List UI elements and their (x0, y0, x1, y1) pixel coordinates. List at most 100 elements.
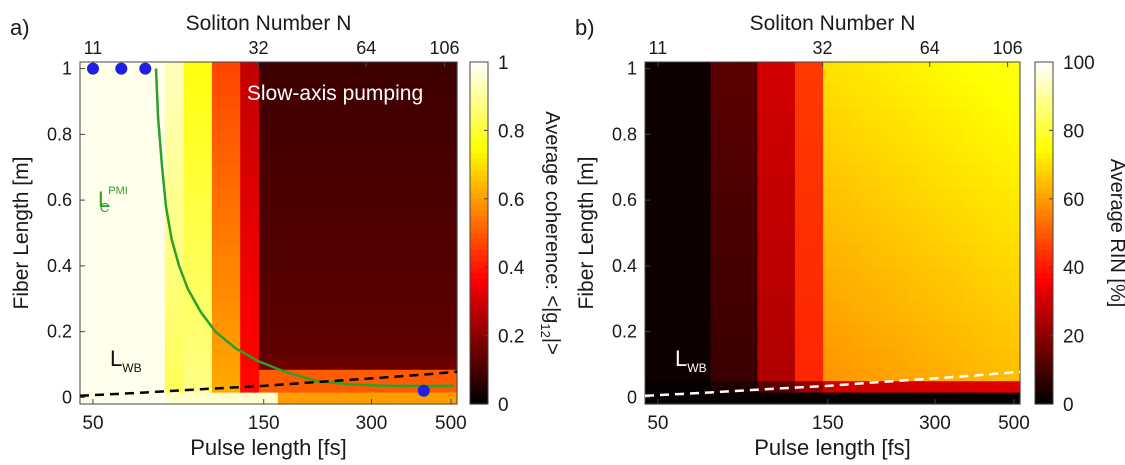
heatmap-cell (757, 107, 768, 120)
heatmap-cell (916, 347, 927, 359)
heatmap-cell (879, 358, 890, 371)
heatmap-cell (287, 233, 298, 245)
heatmap-cell (720, 62, 730, 74)
heatmap-cell (343, 187, 354, 200)
heatmap-cell (98, 347, 109, 359)
heatmap-cell (682, 290, 693, 302)
heatmap-cell (334, 210, 345, 223)
heatmap-cell (372, 278, 383, 291)
heatmap-cell (334, 153, 345, 166)
heatmap-cell (409, 267, 420, 280)
heatmap-cell (776, 84, 787, 97)
heatmap-cell (663, 62, 674, 74)
y-tick-label: 1 (62, 59, 72, 79)
heatmap-cell (673, 210, 684, 223)
heatmap-cell (991, 130, 1002, 143)
heatmap-cell (954, 164, 965, 177)
heatmap-cell (108, 221, 119, 234)
heatmap-cell (645, 301, 655, 314)
heatmap-cell (973, 347, 984, 359)
colorbar-cell (470, 375, 488, 382)
heatmap-cell (813, 324, 824, 337)
heatmap-cell (400, 221, 411, 234)
heatmap-cell (400, 141, 411, 154)
colorbar-cell (470, 307, 488, 314)
heatmap-cell (447, 198, 458, 211)
heatmap-cell (785, 244, 796, 257)
heatmap-cell (926, 335, 937, 348)
heatmap-cell (202, 278, 213, 291)
heatmap-cell (1001, 153, 1012, 166)
heatmap-cell (98, 335, 109, 348)
heatmap-cell (804, 381, 815, 394)
heatmap-cell (325, 278, 336, 291)
heatmap-cell (249, 119, 260, 131)
x-tick-label: 50 (82, 413, 103, 434)
heatmap-cell (832, 290, 843, 302)
y-axis-label: Fiber Length [m] (575, 157, 598, 310)
heatmap-cell (268, 141, 279, 154)
heatmap-cell (249, 244, 260, 257)
heatmap-cell (945, 347, 955, 359)
heatmap-cell (888, 176, 899, 188)
heatmap-cell (738, 324, 749, 337)
heatmap-cell (409, 301, 420, 314)
heatmap-cell (89, 233, 100, 245)
heatmap-cell (287, 324, 298, 337)
heatmap-cell (766, 347, 777, 359)
heatmap-cell (673, 278, 684, 291)
heatmap-cell (362, 198, 373, 211)
heatmap-cell (277, 244, 288, 257)
heatmap-cell (926, 381, 937, 394)
heatmap-cell (80, 312, 91, 325)
heatmap-cell (766, 369, 777, 382)
heatmap-cell (164, 210, 175, 223)
heatmap-cell (409, 290, 420, 302)
heatmap-cell (296, 358, 307, 371)
heatmap-cell (907, 198, 918, 211)
heatmap-cell (259, 62, 270, 74)
heatmap-cell (710, 347, 721, 359)
heatmap-cell (654, 312, 665, 325)
heatmap-cell (813, 278, 824, 291)
heatmap-cell (315, 164, 326, 177)
heatmap-cell (682, 255, 693, 268)
heatmap-cell (935, 312, 946, 325)
x-tick-label: 50 (647, 413, 668, 434)
heatmap-cell (963, 335, 974, 348)
colorbar-label-main: Average RIN [%] (1106, 159, 1125, 308)
heatmap-cell (202, 267, 213, 280)
heatmap-cell (259, 130, 270, 143)
heatmap-cell (136, 381, 147, 394)
heatmap-cell (720, 312, 730, 325)
heatmap-cell (353, 176, 364, 188)
heatmap-cell (645, 198, 655, 211)
heatmap-cell (391, 244, 402, 257)
heatmap-cell (98, 176, 109, 188)
heatmap-cell (645, 84, 655, 97)
heatmap-cell (296, 255, 307, 268)
heatmap-cell (249, 369, 260, 382)
heatmap-cell (654, 198, 665, 211)
colorbar-label-main: Average coherence: <|g (541, 111, 563, 323)
heatmap-cell (898, 358, 909, 371)
heatmap-cell (391, 84, 402, 97)
heatmap-cell (870, 164, 880, 177)
heatmap-cell (89, 210, 100, 223)
heatmap-cell (1001, 392, 1012, 405)
heatmap-cell (841, 301, 852, 314)
heatmap-cell (785, 187, 796, 200)
heatmap-cell (325, 130, 336, 143)
heatmap-cell (428, 107, 439, 120)
heatmap-cell (766, 290, 777, 302)
heatmap-cell (325, 73, 336, 86)
heatmap-cell (907, 312, 918, 325)
heatmap-cell (898, 198, 909, 211)
heatmap-cell (447, 335, 458, 348)
heatmap-cell (710, 62, 721, 74)
heatmap-cell (400, 233, 411, 245)
heatmap-cell (785, 278, 796, 291)
heatmap-cell (766, 312, 777, 325)
heatmap-cell (654, 164, 665, 177)
heatmap-cell (211, 233, 222, 245)
